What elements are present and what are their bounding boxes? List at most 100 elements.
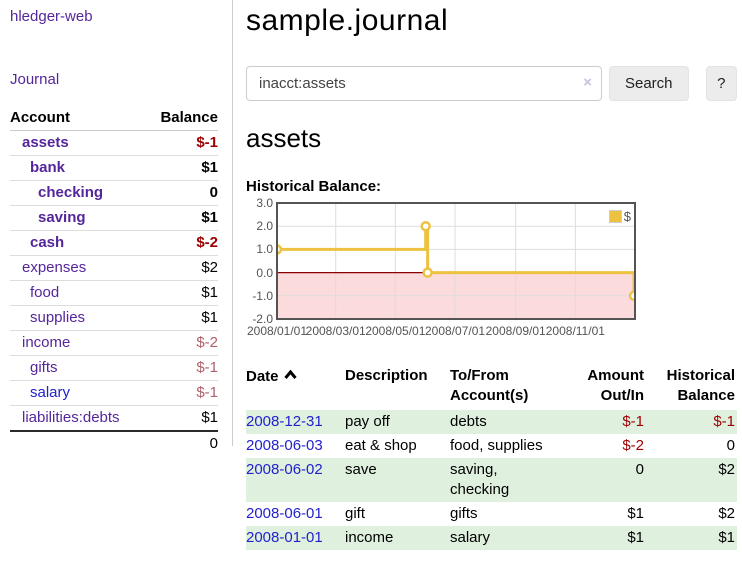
account-row: gifts $-1 [10,355,218,381]
account-link[interactable]: gifts [30,359,58,376]
chart-legend: $ [608,209,631,224]
accounts-total-row: 0 [10,430,218,456]
account-row: checking 0 [10,180,218,206]
search-button[interactable]: Search [608,66,689,101]
legend-swatch-icon [608,210,622,223]
x-axis-tick-label: 2008/11/01 [545,324,605,338]
account-row: supplies $1 [10,305,218,331]
register-row[interactable]: 2008-06-02 save saving, checking 0 $2 [246,458,737,502]
account-row: bank $1 [10,155,218,181]
x-axis-tick-label: 2008/07/01 [424,324,486,338]
search-form: × Search ? [246,66,737,101]
y-axis-tick-label: -1.0 [252,288,273,303]
accounts-col-account: Account [10,106,147,131]
register-col-accounts: To/From Account(s) [450,367,529,404]
transaction-balance: $-1 [713,413,735,430]
register-row[interactable]: 2008-06-03 eat & shop food, supplies $-2 0 [246,434,737,458]
y-axis-tick-label: 2.0 [256,219,273,234]
transaction-description: pay off [345,413,390,430]
chart-heading: Historical Balance: [246,178,382,195]
account-row: food $1 [10,280,218,306]
account-row: cash $-2 [10,230,218,256]
transaction-accounts: salary [450,529,491,546]
y-axis-tick-label: -2.0 [252,312,273,326]
historical-balance-chart: $ 3.0 2.0 1.0 0.0 -1.0 -2.0 2008/01/01 2008/03/… [246,196,638,342]
transaction-balance: $1 [718,529,735,546]
account-balance: 0 [146,180,218,206]
sidebar: hledger-web Journal Account Balance asse… [0,0,233,456]
clear-search-icon[interactable]: × [583,74,592,91]
account-link[interactable]: income [22,334,71,351]
account-link[interactable]: assets [22,134,69,151]
transaction-description: income [345,529,394,546]
transaction-date-link[interactable]: 2008-01-01 [246,529,323,546]
transaction-description: gift [345,505,366,522]
account-balance: $1 [146,155,218,181]
account-link[interactable]: food [30,284,60,301]
account-link[interactable]: salary [30,384,71,401]
account-balance: $-1 [146,380,218,406]
account-balance: $1 [146,205,218,231]
main-content: sample.journal × Search ? assets Histori… [246,0,742,550]
transaction-date-link[interactable]: 2008-06-03 [246,437,323,454]
account-balance: $-1 [146,130,218,156]
transaction-amount: $1 [627,529,644,546]
register-col-balance: Historical Balance [666,367,735,404]
accounts-col-balance: Balance [146,106,218,131]
account-link[interactable]: liabilities:debts [22,409,120,426]
account-link[interactable]: bank [30,159,66,176]
app-brand-link[interactable]: hledger-web [10,8,93,25]
register-col-date[interactable]: Date [246,364,345,410]
account-row: expenses $2 [10,255,218,281]
account-row: saving $1 [10,205,218,231]
account-balance: $-1 [146,355,218,381]
x-axis-tick-label: 2008/05/01 [365,324,426,338]
register-table-body: 2008-12-31 pay off debts $-1 $-1 2008-06-03 ea… [246,410,737,550]
help-button[interactable]: ? [705,66,737,101]
y-axis-tick-label: 3.0 [256,196,273,210]
x-axis-tick-label: 2008/09/01 [485,324,546,338]
accounts-table: Account Balance assets $-1 bank $1 checking 0… [10,106,218,456]
y-axis-tick-label: 0.0 [256,265,273,280]
register-row[interactable]: 2008-12-31 pay off debts $-1 $-1 [246,410,737,434]
y-axis-tick-label: 1.0 [256,242,273,257]
account-heading: assets [246,123,322,153]
transaction-accounts: food, supplies [450,437,543,454]
sidebar-item-journal[interactable]: Journal [10,71,60,88]
register-row[interactable]: 2008-06-01 gift gifts $1 $2 [246,502,737,526]
account-link[interactable]: checking [38,184,104,201]
account-link[interactable]: supplies [30,309,86,326]
page-title: sample.journal [246,4,449,37]
search-input[interactable] [246,66,602,101]
register-col-amount: Amount Out/In [587,367,644,404]
register-row[interactable]: 2008-01-01 income salary $1 $1 [246,526,737,550]
transaction-date-link[interactable]: 2008-06-02 [246,461,323,478]
account-link[interactable]: expenses [22,259,87,276]
register-col-description: Description [345,367,428,384]
account-balance: $1 [146,305,218,331]
account-row: income $-2 [10,330,218,356]
transaction-amount: $-2 [622,437,644,454]
accounts-total-value: 0 [146,430,218,456]
account-link[interactable]: cash [30,234,65,251]
transaction-amount: $-1 [622,413,644,430]
register-table: Date Description To/From Account(s) Amou… [246,364,737,550]
transaction-accounts: gifts [450,505,478,522]
account-balance: $-2 [146,330,218,356]
transaction-date-link[interactable]: 2008-06-01 [246,505,323,522]
transaction-accounts: debts [450,413,487,430]
transaction-accounts: saving, checking [450,461,510,498]
transaction-balance: 0 [726,437,735,454]
transaction-description: save [345,461,377,478]
transaction-amount: $1 [627,505,644,522]
sort-asc-icon [283,366,297,386]
transaction-date-link[interactable]: 2008-12-31 [246,413,323,430]
accounts-table-body: assets $-1 bank $1 checking 0 saving $1 cash $-2 e… [10,130,218,456]
account-balance: $2 [146,255,218,281]
account-balance: $-2 [146,230,218,256]
legend-label: $ [623,209,631,224]
x-axis-tick-label: 2008/01/01 [246,324,308,338]
transaction-balance: $2 [718,461,735,478]
account-link[interactable]: saving [38,209,86,226]
account-row: assets $-1 [10,130,218,156]
